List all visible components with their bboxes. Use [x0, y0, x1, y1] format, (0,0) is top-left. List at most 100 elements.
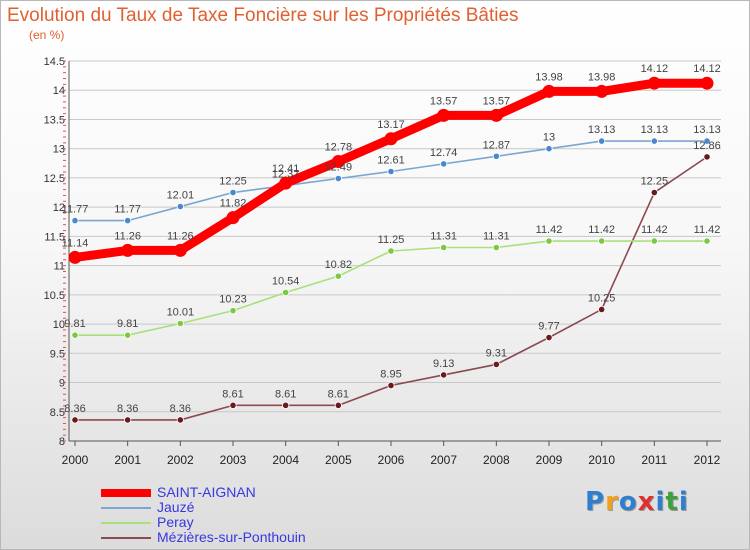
data-label: 12.49 — [325, 162, 353, 174]
legend-label: Peray — [157, 514, 194, 530]
data-point — [650, 237, 658, 245]
x-tick-label: 2009 — [536, 453, 563, 467]
legend-item-mezieres[interactable]: Mézières-sur-Ponthouin — [101, 529, 341, 545]
x-tick-label: 2001 — [114, 453, 141, 467]
data-point — [650, 188, 658, 197]
data-label: 13.13 — [693, 124, 721, 136]
data-point — [176, 319, 184, 328]
data-label: 12.25 — [641, 176, 669, 188]
data-label: 10.54 — [272, 276, 300, 288]
y-tick-label: 11 — [54, 261, 65, 273]
legend-swatch-peray — [101, 522, 151, 524]
data-label: 8.36 — [64, 403, 85, 415]
y-tick-label: 9.5 — [50, 348, 65, 360]
data-label: 8.61 — [222, 388, 243, 400]
data-label: 11.77 — [62, 204, 89, 216]
legend: SAINT-AIGNAN Jauzé Peray Mézières-sur-Po… — [101, 484, 341, 545]
legend-item-peray[interactable]: Peray — [101, 514, 341, 530]
data-label: 11.42 — [588, 224, 615, 236]
data-point — [68, 250, 82, 264]
data-point — [440, 243, 448, 252]
data-label: 13.57 — [430, 95, 458, 107]
data-label: 13.98 — [588, 71, 616, 83]
y-tick-label: 13.5 — [44, 114, 65, 126]
data-point — [545, 145, 553, 153]
data-point — [595, 84, 609, 98]
data-label: 13.13 — [641, 124, 669, 136]
data-label: 14.12 — [693, 63, 721, 75]
legend-label: Jauzé — [157, 499, 195, 515]
legend-label: SAINT-AIGNAN — [157, 484, 256, 500]
y-tick-label: 8 — [59, 436, 65, 448]
x-tick-label: 2005 — [325, 453, 352, 467]
data-point — [334, 401, 342, 409]
data-label: 8.61 — [328, 388, 349, 400]
data-point — [598, 305, 606, 314]
data-label: 12.25 — [219, 176, 247, 188]
data-label: 10.23 — [219, 294, 247, 306]
data-label: 9.81 — [117, 318, 138, 330]
data-point — [492, 243, 500, 252]
data-point — [121, 243, 135, 257]
legend-label: Mézières-sur-Ponthouin — [157, 529, 306, 545]
data-label: 11.42 — [694, 224, 721, 236]
data-label: 11.31 — [483, 230, 510, 242]
data-label: 11.31 — [430, 230, 457, 242]
data-label: 8.36 — [117, 403, 138, 415]
legend-item-saint-aignan[interactable]: SAINT-AIGNAN — [101, 484, 341, 500]
data-point — [176, 202, 184, 211]
data-label: 11.25 — [378, 234, 405, 246]
data-point — [124, 416, 132, 424]
x-tick-label: 2003 — [220, 453, 247, 467]
data-point — [334, 174, 342, 183]
y-tick-label: 9 — [59, 378, 65, 390]
data-point — [334, 272, 342, 280]
data-label: 12.78 — [325, 142, 353, 154]
x-tick-label: 2012 — [694, 453, 721, 467]
data-point — [492, 360, 500, 369]
data-label: 12.01 — [167, 190, 195, 202]
data-point — [703, 137, 711, 145]
data-label: 13 — [543, 132, 555, 144]
data-point — [384, 132, 398, 146]
y-tick-label: 10 — [53, 319, 65, 331]
data-point — [440, 371, 448, 379]
legend-swatch-saint-aignan — [101, 489, 151, 497]
data-point — [282, 288, 290, 297]
data-label: 9.31 — [486, 347, 507, 359]
x-tick-label: 2007 — [430, 453, 457, 467]
data-point — [173, 243, 187, 257]
data-point — [387, 167, 395, 176]
data-label: 13.13 — [588, 124, 616, 136]
proxiti-logo: Proxiti — [585, 487, 689, 517]
x-tick-label: 2010 — [588, 453, 615, 467]
data-point — [124, 217, 132, 225]
data-label: 11.82 — [220, 198, 247, 210]
data-label: 9.81 — [64, 318, 85, 330]
series-line-1 — [74, 140, 708, 222]
data-label: 11.42 — [536, 224, 563, 236]
x-tick-label: 2008 — [483, 453, 510, 467]
data-point — [703, 237, 711, 245]
data-point — [387, 381, 395, 390]
data-label: 9.77 — [538, 321, 559, 333]
data-label: 13.57 — [483, 95, 511, 107]
series-line-2 — [74, 240, 708, 336]
data-point — [387, 247, 395, 255]
data-label: 12.61 — [377, 154, 405, 166]
y-tick-label: 12.5 — [44, 173, 65, 185]
data-point — [545, 237, 553, 245]
data-point — [545, 333, 553, 342]
legend-swatch-mezieres — [101, 537, 151, 539]
data-label: 11.14 — [62, 237, 89, 249]
x-tick-label: 2011 — [641, 453, 667, 467]
data-point — [124, 331, 132, 339]
data-label: 11.26 — [114, 230, 141, 242]
data-label: 9.13 — [433, 358, 454, 370]
data-point — [703, 153, 711, 161]
data-label: 11.77 — [114, 204, 141, 216]
data-label: 12.86 — [693, 140, 721, 152]
legend-item-jauze[interactable]: Jauzé — [101, 499, 341, 515]
data-point — [650, 137, 658, 145]
